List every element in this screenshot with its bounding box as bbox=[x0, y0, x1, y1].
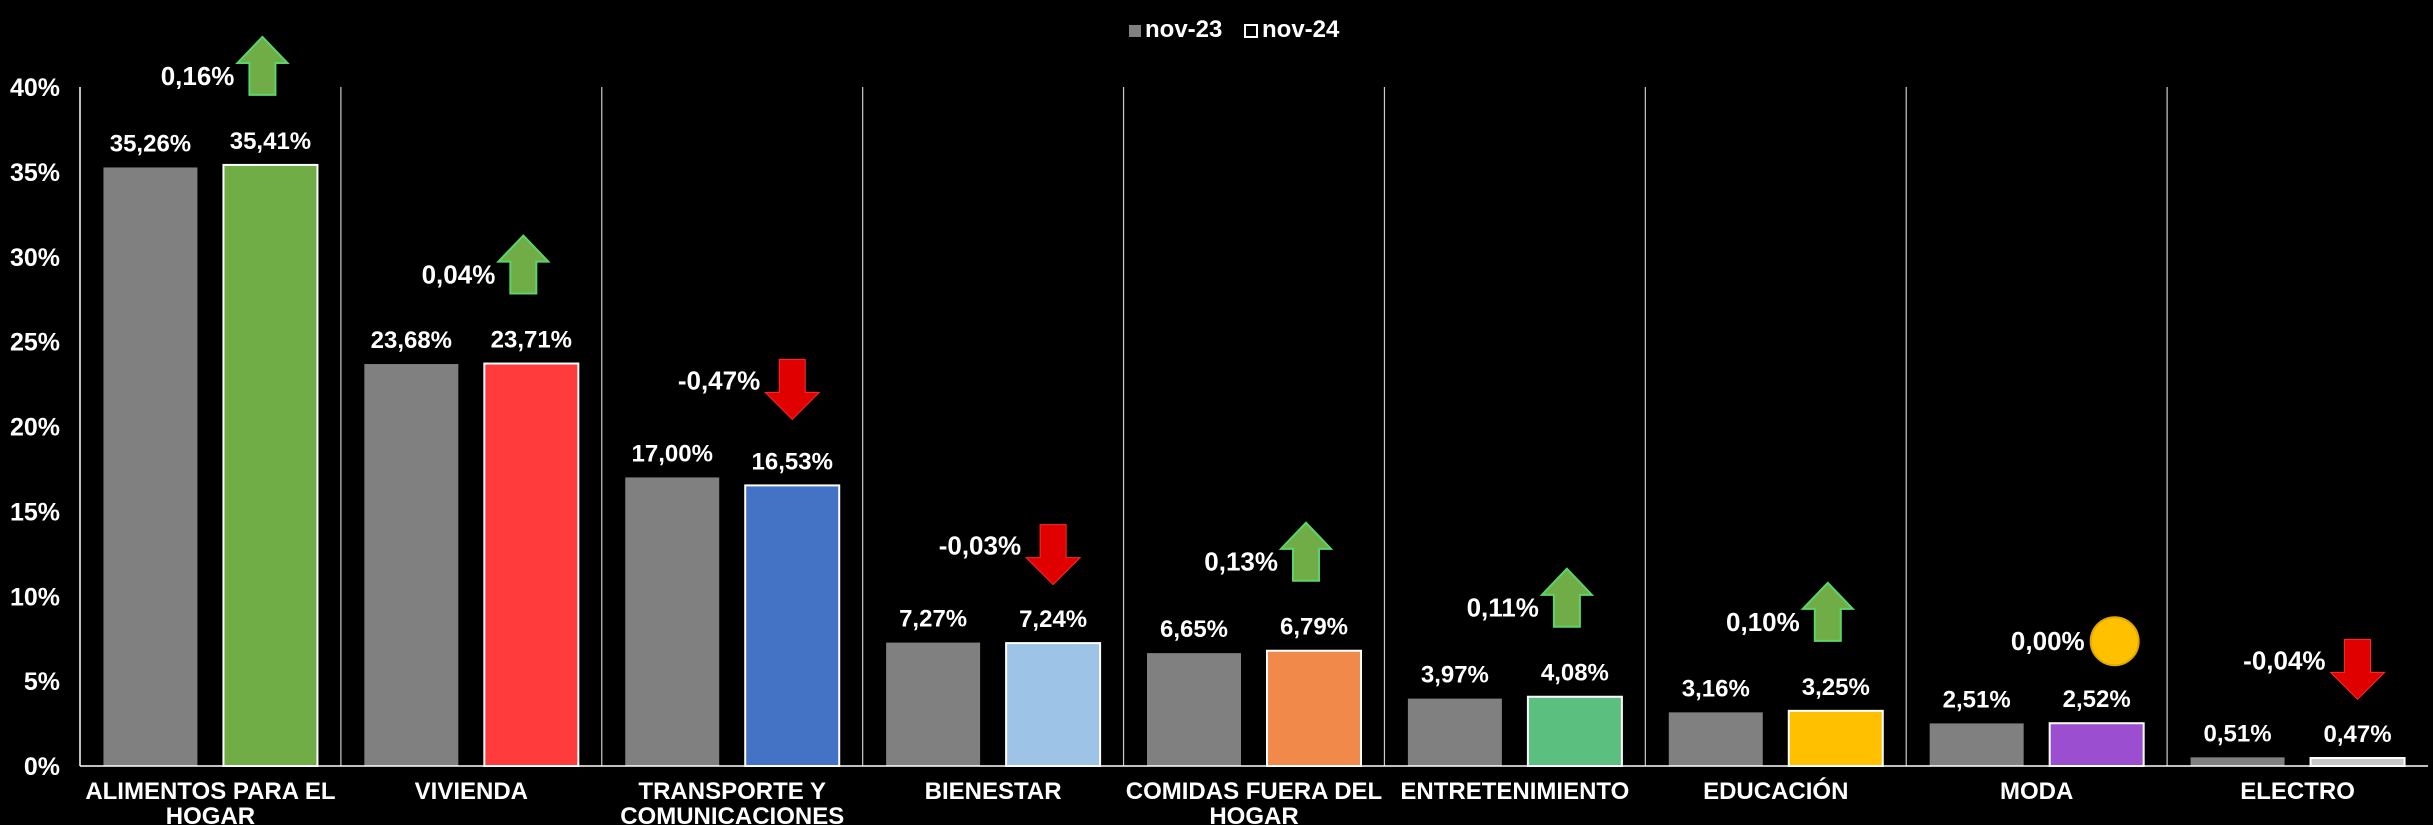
category-label: ALIMENTOS PARA EL bbox=[85, 778, 335, 805]
category-label: COMUNICACIONES bbox=[620, 803, 844, 825]
bar-nov-23 bbox=[2190, 757, 2285, 766]
category-label: HOGAR bbox=[166, 803, 255, 825]
data-label-nov-23: 2,51% bbox=[1943, 686, 2011, 713]
down-arrow-icon bbox=[1024, 524, 1082, 586]
y-tick-label: 10% bbox=[10, 583, 60, 611]
change-label: 0,04% bbox=[422, 260, 496, 290]
change-indicators: 0,16% 0,04% -0,47% -0,03% 0,13% 0,11% 0,10% 0,0… bbox=[161, 35, 2386, 701]
bar-nov-24 bbox=[1526, 695, 1623, 768]
bar-nov-24 bbox=[744, 484, 841, 767]
y-tick-label: 40% bbox=[10, 74, 60, 102]
bar-nov-24 bbox=[2048, 722, 2145, 768]
category-label: COMIDAS FUERA DEL bbox=[1126, 778, 1382, 805]
category-label: HOGAR bbox=[1209, 803, 1298, 825]
data-label-nov-24: 16,53% bbox=[752, 448, 833, 475]
data-label-nov-23: 7,27% bbox=[899, 606, 967, 633]
data-label-nov-23: 6,65% bbox=[1160, 616, 1228, 643]
up-arrow-icon bbox=[1539, 567, 1595, 628]
data-label-nov-23: 0,51% bbox=[2204, 720, 2272, 747]
bars bbox=[103, 163, 2406, 768]
bar-nov-24 bbox=[2309, 757, 2406, 767]
up-arrow-icon bbox=[1800, 581, 1856, 642]
data-label-nov-23: 23,68% bbox=[371, 327, 452, 354]
bar-nov-23 bbox=[103, 167, 198, 767]
change-label: -0,03% bbox=[939, 531, 1021, 561]
y-axis: 0% 5% 10% 15% 20% 25% 30% 35% 40% bbox=[10, 74, 81, 781]
down-arrow-icon bbox=[764, 358, 821, 421]
data-labels: 35,26% 35,41% 23,68% 23,71% 17,00% 16,53% 7,27… bbox=[110, 128, 2392, 748]
down-arrow-icon bbox=[2329, 638, 2386, 701]
bar-nov-23 bbox=[1929, 723, 2024, 766]
bar-nov-23 bbox=[1668, 712, 1763, 766]
bar-nov-24 bbox=[1005, 642, 1102, 768]
legend: nov-23 nov-24 bbox=[1129, 16, 1340, 43]
bar-nov-23 bbox=[1147, 653, 1241, 766]
legend-swatch-nov-24 bbox=[1244, 24, 1258, 38]
bar-nov-23 bbox=[886, 642, 981, 766]
bar-nov-24 bbox=[483, 362, 580, 767]
data-label-nov-24: 23,71% bbox=[491, 327, 572, 354]
category-label: VIVIENDA bbox=[415, 778, 528, 805]
change-label: 0,13% bbox=[1204, 547, 1278, 577]
change-label: -0,04% bbox=[2243, 645, 2325, 675]
category-separators bbox=[340, 87, 2168, 766]
data-label-nov-24: 0,47% bbox=[2324, 721, 2392, 748]
y-tick-label: 15% bbox=[10, 498, 60, 526]
category-label: ELECTRO bbox=[2240, 778, 2355, 805]
change-label: 0,11% bbox=[1467, 593, 1539, 623]
y-tick-label: 0% bbox=[24, 753, 60, 781]
y-tick-label: 20% bbox=[10, 414, 60, 442]
data-label-nov-23: 17,00% bbox=[632, 440, 713, 467]
up-arrow-icon bbox=[1278, 521, 1334, 582]
data-label-nov-24: 7,24% bbox=[1019, 606, 1087, 633]
category-label: TRANSPORTE Y bbox=[638, 778, 826, 805]
data-label-nov-24: 2,52% bbox=[2063, 686, 2131, 713]
category-label: MODA bbox=[2000, 778, 2073, 805]
bar-nov-23 bbox=[625, 477, 720, 766]
data-label-nov-23: 3,16% bbox=[1682, 675, 1750, 702]
category-label: BIENESTAR bbox=[925, 778, 1062, 805]
legend-swatch-nov-23 bbox=[1129, 25, 1141, 37]
y-tick-label: 35% bbox=[10, 159, 60, 187]
data-label-nov-24: 3,25% bbox=[1802, 674, 1870, 701]
data-label-nov-23: 35,26% bbox=[110, 130, 191, 157]
y-tick-label: 25% bbox=[10, 329, 60, 357]
up-arrow-icon bbox=[495, 234, 551, 295]
y-tick-label: 5% bbox=[24, 668, 60, 696]
change-label: -0,47% bbox=[678, 365, 760, 395]
bar-nov-24 bbox=[222, 163, 319, 768]
bar-nov-24 bbox=[1266, 649, 1362, 767]
change-label: 0,10% bbox=[1726, 607, 1800, 637]
data-label-nov-24: 4,08% bbox=[1541, 660, 1609, 687]
category-label: ENTRETENIMIENTO bbox=[1400, 778, 1629, 805]
bar-nov-23 bbox=[1407, 698, 1502, 766]
change-label: 0,00% bbox=[2011, 626, 2085, 656]
up-arrow-icon bbox=[235, 35, 290, 96]
y-tick-label: 30% bbox=[10, 244, 60, 272]
category-label: EDUCACIÓN bbox=[1703, 777, 1848, 805]
bar-nov-23 bbox=[364, 364, 459, 766]
change-label: 0,16% bbox=[161, 61, 235, 91]
data-label-nov-23: 3,97% bbox=[1421, 662, 1489, 689]
neutral-circle-icon bbox=[2089, 616, 2140, 667]
legend-label-nov-23: nov-23 bbox=[1145, 16, 1222, 43]
data-label-nov-24: 35,41% bbox=[230, 128, 311, 155]
legend-label-nov-24: nov-24 bbox=[1262, 16, 1340, 43]
data-label-nov-24: 6,79% bbox=[1280, 614, 1348, 641]
bar-nov-24 bbox=[1787, 709, 1884, 767]
